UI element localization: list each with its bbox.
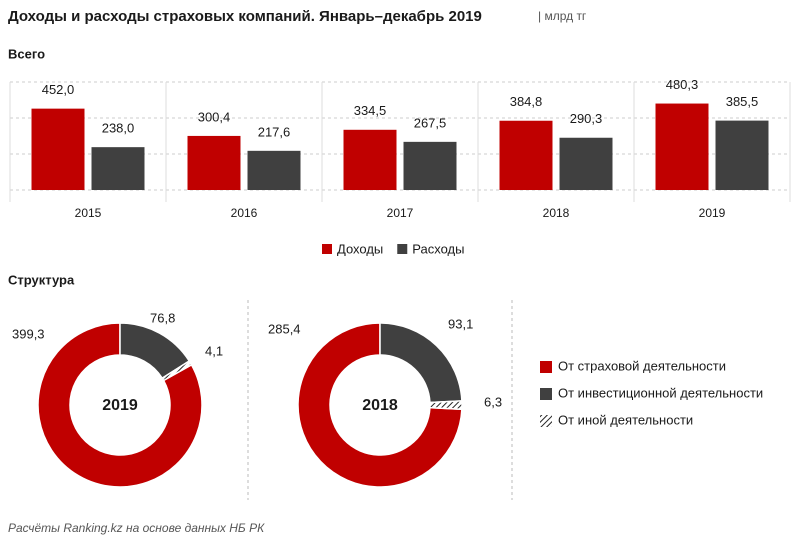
value-label: 300,4 (198, 109, 231, 124)
x-tick-label: 2017 (387, 206, 414, 220)
x-tick-label: 2019 (699, 206, 726, 220)
bar (247, 150, 301, 190)
value-label: 93,1 (448, 316, 473, 331)
donut-center-label: 2019 (102, 397, 138, 414)
donut-slice (37, 322, 203, 488)
value-label: 4,1 (205, 343, 223, 358)
legend-swatch (322, 244, 332, 254)
legend-swatch (397, 244, 408, 254)
value-label: 385,5 (726, 94, 759, 109)
x-tick-label: 2015 (75, 206, 102, 220)
legend-label: Доходы (337, 241, 383, 256)
section-title: Всего (8, 46, 45, 61)
donut-center-label: 2018 (362, 397, 398, 414)
donut-slice (297, 322, 463, 488)
bar (559, 137, 613, 190)
donut-slice (429, 400, 463, 411)
value-label: 399,3 (12, 326, 45, 341)
bar (91, 147, 145, 190)
footer: Расчёты Ranking.kz на основе данных НБ Р… (8, 521, 265, 535)
legend-swatch (540, 388, 552, 400)
bar (655, 103, 709, 190)
legend-label: От страховой деятельности (558, 358, 726, 373)
value-label: 238,0 (102, 121, 135, 136)
value-label: 480,3 (666, 77, 699, 92)
legend-label: От инвестиционной деятельности (558, 385, 763, 400)
value-label: 384,8 (510, 94, 543, 109)
donut-slice (161, 359, 193, 382)
value-label: 452,0 (42, 82, 75, 97)
donut-slice (379, 322, 463, 404)
bar (403, 141, 457, 190)
value-label: 267,5 (414, 115, 447, 130)
bar (499, 120, 553, 190)
section-title: Структура (8, 272, 75, 287)
bar (31, 108, 85, 190)
bar (343, 129, 397, 190)
bar (715, 120, 769, 190)
value-label: 290,3 (570, 111, 603, 126)
legend-label: От иной деятельности (558, 412, 693, 427)
value-label: 334,5 (354, 103, 387, 118)
legend-swatch (540, 415, 552, 427)
legend-swatch (540, 361, 552, 373)
value-label: 76,8 (150, 310, 175, 325)
value-label: 217,6 (258, 124, 291, 139)
title: Доходы и расходы страховых компаний. Янв… (8, 8, 482, 25)
bar (187, 135, 241, 190)
legend-label: Расходы (412, 241, 464, 256)
x-tick-label: 2016 (231, 206, 258, 220)
value-label: 285,4 (268, 321, 301, 336)
x-tick-label: 2018 (543, 206, 570, 220)
unit: | млрд тг (538, 9, 587, 23)
value-label: 6,3 (484, 394, 502, 409)
